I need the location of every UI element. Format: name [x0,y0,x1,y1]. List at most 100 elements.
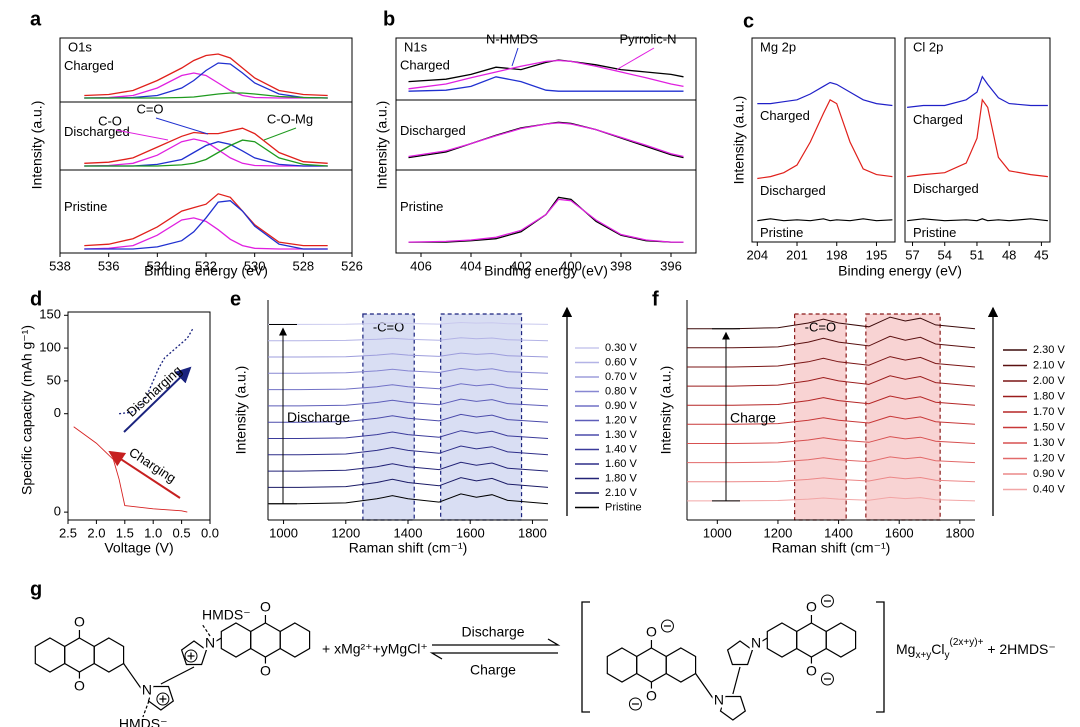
x-tick-label: 406 [410,258,432,273]
x-tick-label: 534 [146,258,168,273]
plot-frame [67,311,211,521]
annotation-arrow [115,129,169,141]
bond [753,637,768,647]
x-tick-label: 526 [341,258,363,273]
data-line [687,316,976,330]
x-axis-label: Binding energy (eV) [838,263,962,279]
panel-letter: b [383,8,395,30]
bracket-label: Charge [730,409,776,425]
trace-label: Charged [760,108,810,123]
panel-letter: d [30,288,42,310]
annotation: C-O [98,113,122,128]
data-line [687,436,976,444]
trace-label: Discharged [760,183,826,198]
data-line [757,218,893,222]
panel-letter: c [743,10,754,32]
panel-letter: f [652,288,659,310]
legend-label: 1.50 V [1033,421,1065,433]
data-line [84,141,328,167]
x-tick-label: 1.5 [116,525,134,540]
subplot-title: O1s [68,39,92,54]
atom-label: O [806,599,817,615]
data-line [907,98,1048,178]
trace-label: Discharged [913,181,979,196]
data-line [687,335,976,349]
bond [201,623,211,637]
data-line [84,139,328,167]
atom-label: O [260,599,271,615]
reaction-forward: Discharge [461,624,524,640]
counterion: HMDS⁻ [119,716,168,727]
region-label: -C=O [373,319,404,334]
annotation: C=O [136,101,163,116]
data-line [907,75,1048,108]
legend-label: 1.70 V [1033,406,1065,418]
x-tick-label: 1200 [763,525,792,540]
reaction-arrows [429,601,885,713]
data-line [73,426,188,513]
data-line [84,138,328,167]
ring [180,640,208,666]
ring [93,637,125,673]
bond [160,666,195,685]
x-tick-label: 2.5 [59,525,77,540]
x-tick-label: 54 [938,247,952,262]
y-axis-label: Intensity (a.u.) [731,96,747,185]
ring [636,647,667,683]
x-tick-label: 48 [1002,247,1016,262]
legend-label: 1.30 V [1033,437,1065,449]
y-tick-label: 0 [54,504,61,519]
data-line [687,476,976,483]
y-axis-label: Intensity (a.u.) [374,101,390,190]
trace-label: Charged [913,112,963,127]
stack-label: Pristine [400,199,443,214]
ring [726,640,754,666]
atom-label: N [205,635,215,651]
legend-label: 0.70 V [605,371,637,383]
atom-label: O [74,614,85,630]
reverse-arrow [429,652,558,660]
data-line [268,383,549,391]
data-line [268,398,549,407]
bond [142,700,150,718]
ring [34,637,66,673]
annotation-arrow [615,47,655,71]
stack-label: Discharged [64,124,130,139]
trace-label: Pristine [760,225,803,240]
product-part: x+y [915,650,931,661]
atom-label: N [714,692,724,708]
x-tick-label: 1400 [824,525,853,540]
data-line [687,395,976,406]
x-tick-label: 536 [98,258,120,273]
product-part: y [945,650,950,661]
bond [732,666,741,695]
x-tick-label: 528 [292,258,314,273]
highlight-region [362,313,415,521]
data-line [268,337,549,342]
reaction-reverse: Charge [470,662,516,678]
ring [766,622,798,658]
data-line [268,430,549,439]
data-line [268,321,549,325]
data-line [268,493,549,505]
annotation-arrow [511,47,519,67]
subplot-title: Cl 2p [913,39,943,54]
data-line [687,496,976,502]
atom-label: O [260,663,271,679]
subplot-title: N1s [404,39,428,54]
y-tick-label: 0 [54,405,61,420]
x-tick-label: 204 [746,247,768,262]
legend-label: 1.80 V [605,472,637,484]
data-line [84,127,328,164]
panel-letter: a [30,8,42,30]
x-tick-label: 538 [49,258,71,273]
data-line [84,62,328,99]
y-axis-label: Intensity (a.u.) [658,366,674,455]
legend-label: 0.90 V [605,400,637,412]
data-line [268,413,549,423]
ring [606,647,638,683]
x-tick-label: 398 [610,258,632,273]
subplot-frame [751,37,896,243]
counterion: HMDS⁻ [202,607,251,623]
